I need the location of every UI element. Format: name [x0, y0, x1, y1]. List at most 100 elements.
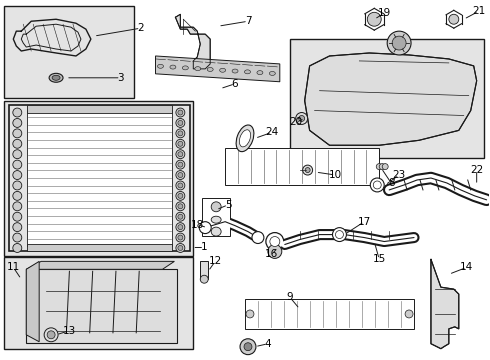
Ellipse shape — [245, 70, 250, 74]
Ellipse shape — [232, 69, 238, 73]
Ellipse shape — [270, 71, 275, 75]
Circle shape — [178, 214, 183, 219]
Circle shape — [178, 246, 183, 251]
Circle shape — [295, 113, 308, 125]
Circle shape — [336, 231, 343, 239]
Text: 19: 19 — [378, 8, 391, 18]
Bar — [4, 100, 193, 256]
Text: 8: 8 — [388, 178, 394, 188]
Circle shape — [266, 233, 284, 251]
Bar — [202, 198, 230, 235]
Circle shape — [176, 118, 185, 127]
Circle shape — [178, 193, 183, 198]
Circle shape — [13, 139, 22, 148]
Circle shape — [368, 12, 381, 26]
Circle shape — [199, 222, 211, 234]
Circle shape — [178, 225, 183, 230]
Circle shape — [176, 233, 185, 242]
Circle shape — [176, 181, 185, 190]
Ellipse shape — [236, 125, 254, 152]
Circle shape — [333, 228, 346, 242]
Text: 17: 17 — [358, 217, 371, 227]
Circle shape — [176, 139, 185, 148]
Circle shape — [270, 237, 280, 247]
Text: 20: 20 — [289, 117, 302, 127]
Circle shape — [13, 160, 22, 169]
Text: 1: 1 — [201, 243, 208, 252]
Text: 7: 7 — [245, 16, 251, 26]
Circle shape — [13, 192, 22, 201]
Ellipse shape — [240, 130, 250, 147]
Text: 10: 10 — [329, 170, 342, 180]
Text: 3: 3 — [118, 73, 124, 83]
Circle shape — [392, 36, 406, 50]
Bar — [9, 105, 190, 251]
Circle shape — [178, 141, 183, 146]
Circle shape — [13, 212, 22, 221]
Circle shape — [305, 168, 310, 172]
Circle shape — [178, 152, 183, 157]
Circle shape — [178, 172, 183, 177]
Bar — [245, 299, 414, 329]
Ellipse shape — [170, 65, 176, 69]
Polygon shape — [431, 260, 459, 349]
Polygon shape — [26, 261, 39, 342]
Text: 4: 4 — [265, 339, 271, 349]
Bar — [27, 105, 172, 113]
Circle shape — [178, 162, 183, 167]
Text: 6: 6 — [232, 79, 238, 89]
Ellipse shape — [49, 73, 63, 82]
Circle shape — [176, 129, 185, 138]
Circle shape — [252, 231, 264, 243]
Text: 11: 11 — [7, 262, 20, 272]
Ellipse shape — [157, 64, 164, 68]
Circle shape — [176, 202, 185, 211]
Circle shape — [178, 235, 183, 240]
Bar — [4, 257, 193, 349]
Text: 5: 5 — [225, 200, 231, 210]
Ellipse shape — [211, 227, 221, 236]
Circle shape — [244, 343, 252, 351]
Polygon shape — [155, 56, 280, 82]
Bar — [27, 243, 172, 251]
Polygon shape — [175, 14, 210, 69]
Bar — [4, 6, 134, 98]
Circle shape — [47, 331, 55, 339]
Circle shape — [176, 160, 185, 169]
Circle shape — [370, 178, 384, 192]
Circle shape — [176, 243, 185, 252]
Circle shape — [178, 121, 183, 125]
Circle shape — [178, 204, 183, 209]
Bar — [225, 148, 379, 185]
Bar — [27, 109, 172, 247]
Ellipse shape — [211, 216, 221, 223]
Text: 14: 14 — [460, 262, 473, 272]
Text: 16: 16 — [265, 249, 278, 260]
Circle shape — [176, 212, 185, 221]
Circle shape — [373, 181, 381, 189]
Circle shape — [200, 275, 208, 283]
Circle shape — [382, 164, 388, 170]
Bar — [200, 261, 208, 279]
Circle shape — [449, 14, 459, 24]
Circle shape — [178, 131, 183, 136]
Text: 24: 24 — [265, 127, 278, 138]
Circle shape — [268, 244, 282, 258]
Circle shape — [211, 202, 221, 212]
Ellipse shape — [257, 71, 263, 75]
Circle shape — [178, 183, 183, 188]
Polygon shape — [26, 261, 174, 269]
Text: 12: 12 — [209, 256, 222, 266]
Text: 23: 23 — [392, 170, 406, 180]
Circle shape — [13, 108, 22, 117]
Text: 22: 22 — [470, 165, 483, 175]
Ellipse shape — [207, 67, 213, 71]
Circle shape — [13, 202, 22, 211]
Circle shape — [240, 339, 256, 355]
Ellipse shape — [195, 67, 201, 71]
Circle shape — [176, 150, 185, 159]
Circle shape — [176, 192, 185, 201]
Circle shape — [13, 171, 22, 180]
Circle shape — [176, 223, 185, 231]
Circle shape — [376, 164, 382, 170]
